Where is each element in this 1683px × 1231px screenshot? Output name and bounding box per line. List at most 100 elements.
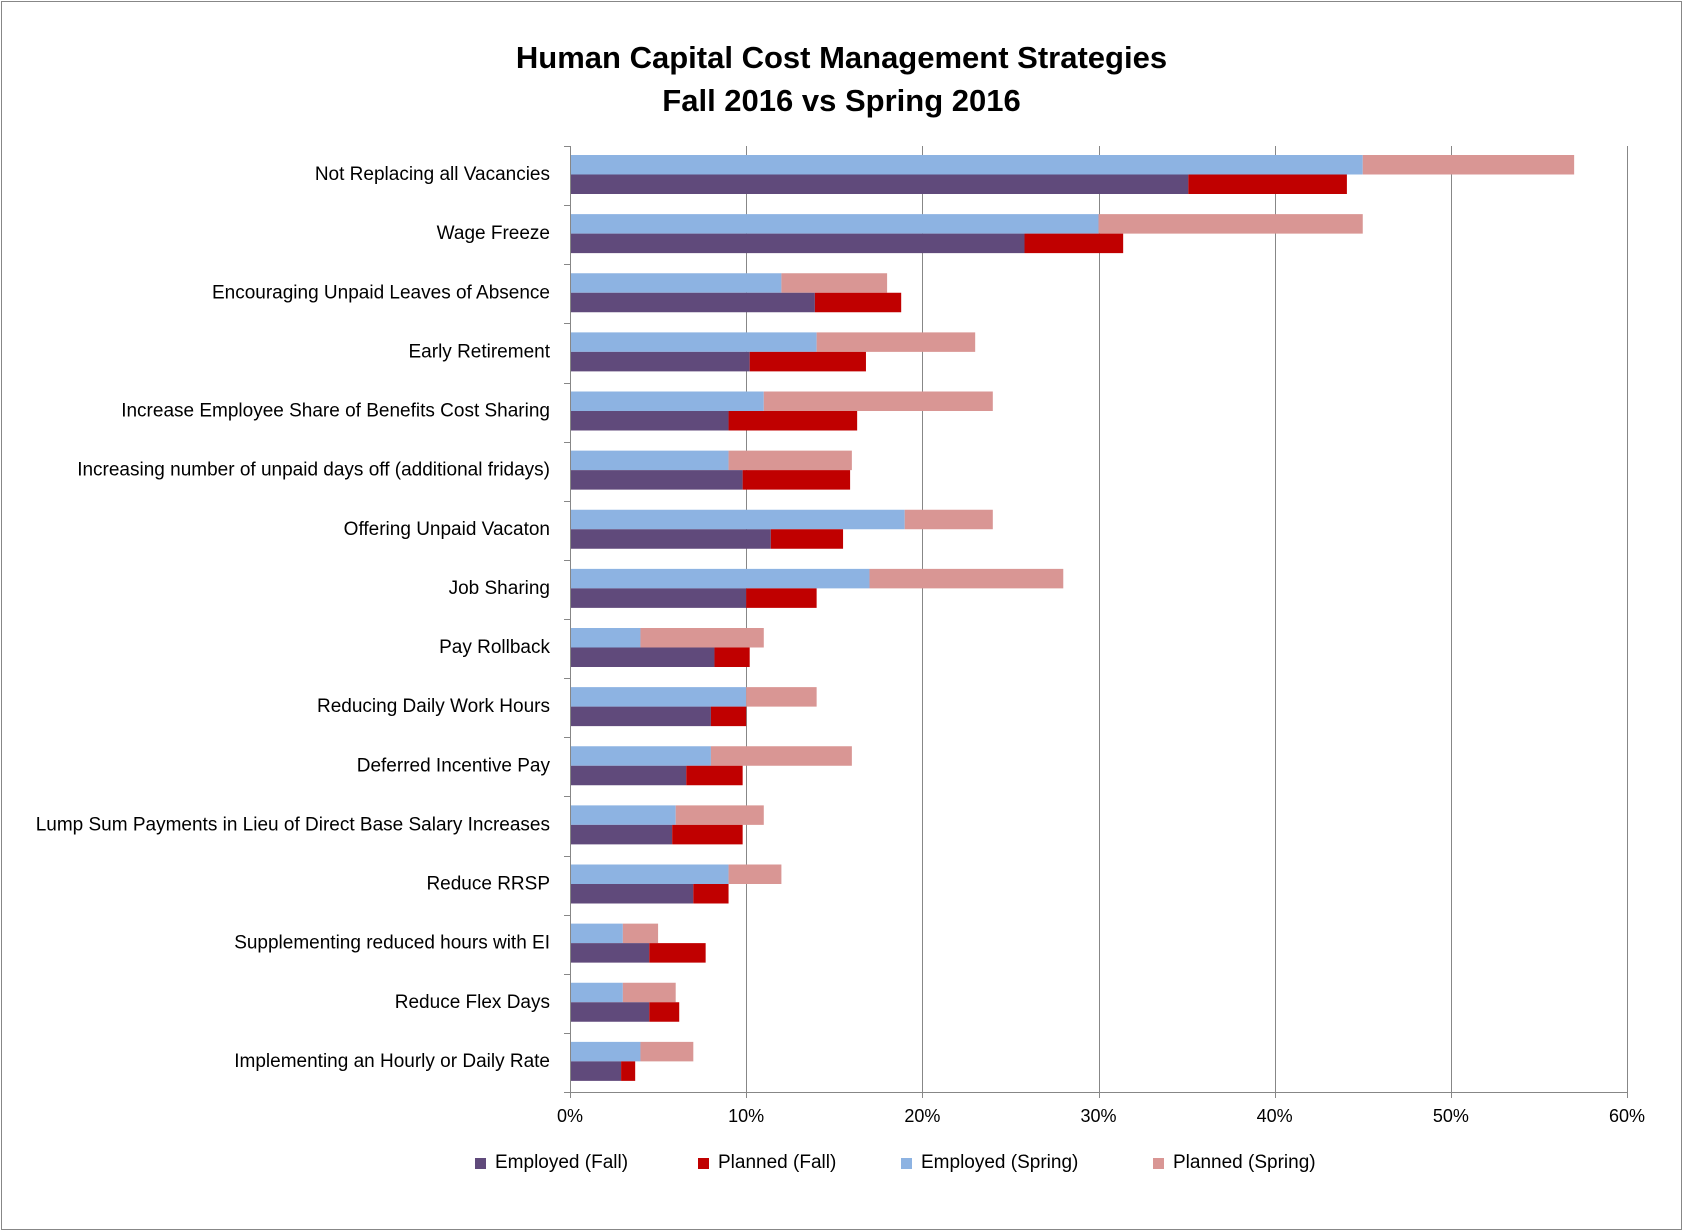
bar-planned-spring	[623, 924, 658, 944]
bar-planned-spring	[729, 865, 782, 885]
bar-planned-spring	[640, 628, 763, 648]
bar-employed-spring	[570, 569, 869, 589]
bar-planned-spring	[746, 687, 816, 707]
bar-employed-fall	[570, 352, 750, 372]
bar-employed-fall	[570, 825, 672, 845]
bar-employed-spring	[570, 1042, 640, 1062]
bar-employed-fall	[570, 470, 743, 490]
bar-planned-spring	[1099, 214, 1363, 234]
bar-planned-spring	[711, 746, 852, 766]
category-label: Wage Freeze	[437, 223, 550, 244]
bar-planned-fall	[750, 352, 866, 372]
bar-planned-fall	[672, 825, 742, 845]
bar-employed-fall	[570, 648, 714, 668]
bar-planned-fall	[1025, 234, 1124, 254]
bar-planned-fall	[714, 648, 749, 668]
category-label: Job Sharing	[449, 578, 550, 599]
legend-label: Employed (Fall)	[495, 1152, 628, 1174]
bar-planned-fall	[649, 943, 705, 963]
bar-planned-spring	[623, 983, 676, 1003]
legend-label: Planned (Spring)	[1173, 1152, 1316, 1174]
category-label: Early Retirement	[409, 341, 551, 362]
x-tick-label: 20%	[904, 1106, 940, 1126]
bar-employed-spring	[570, 924, 623, 944]
legend-item: Planned (Fall)	[698, 1148, 836, 1178]
bar-employed-fall	[570, 588, 746, 608]
bar-employed-fall	[570, 175, 1188, 195]
x-tick-label: 50%	[1433, 1106, 1469, 1126]
bar-employed-spring	[570, 983, 623, 1003]
x-tick-label: 30%	[1080, 1106, 1116, 1126]
category-label: Reduce RRSP	[426, 874, 550, 895]
bar-planned-fall	[649, 1002, 679, 1022]
category-label: Offering Unpaid Vacaton	[344, 519, 550, 540]
bar-employed-spring	[570, 865, 729, 885]
legend-swatch	[698, 1158, 709, 1169]
bar-planned-spring	[1363, 155, 1574, 175]
bar-planned-spring	[729, 451, 852, 471]
bar-planned-fall	[686, 766, 742, 786]
bar-planned-fall	[771, 529, 843, 549]
bar-employed-spring	[570, 687, 746, 707]
category-label: Pay Rollback	[439, 637, 550, 658]
bar-employed-fall	[570, 884, 693, 904]
bar-employed-fall	[570, 529, 771, 549]
bar-planned-spring	[676, 805, 764, 825]
legend-item: Employed (Fall)	[475, 1148, 628, 1178]
legend-label: Planned (Fall)	[718, 1152, 836, 1174]
category-label: Increase Employee Share of Benefits Cost…	[121, 401, 550, 422]
x-tick-label: 0%	[557, 1106, 583, 1126]
category-label: Implementing an Hourly or Daily Rate	[234, 1051, 550, 1072]
category-label: Supplementing reduced hours with EI	[234, 933, 550, 954]
bar-employed-spring	[570, 273, 781, 293]
bar-planned-spring	[781, 273, 887, 293]
x-tick-label: 40%	[1257, 1106, 1293, 1126]
bar-employed-spring	[570, 510, 905, 530]
bar-planned-spring	[905, 510, 993, 530]
legend-label: Employed (Spring)	[921, 1152, 1078, 1174]
category-label: Lump Sum Payments in Lieu of Direct Base…	[36, 814, 550, 835]
bar-planned-fall	[1188, 175, 1347, 195]
bar-planned-fall	[743, 470, 850, 490]
chart-legend: Employed (Fall) Planned (Fall) Employed (S…	[0, 1148, 1683, 1178]
bar-employed-spring	[570, 805, 676, 825]
category-label: Reduce Flex Days	[395, 992, 550, 1013]
bar-employed-fall	[570, 411, 729, 431]
bar-employed-spring	[570, 746, 711, 766]
bar-employed-fall	[570, 293, 815, 313]
bar-employed-fall	[570, 707, 711, 727]
bar-planned-fall	[815, 293, 901, 313]
category-label: Reducing Daily Work Hours	[317, 696, 550, 717]
category-label: Not Replacing all Vacancies	[315, 164, 550, 185]
bar-employed-spring	[570, 392, 764, 412]
bar-employed-fall	[570, 943, 649, 963]
bar-planned-spring	[764, 392, 993, 412]
legend-item: Planned (Spring)	[1153, 1148, 1316, 1178]
category-label: Deferred Incentive Pay	[357, 755, 551, 776]
x-tick-label: 10%	[728, 1106, 764, 1126]
bar-employed-spring	[570, 214, 1099, 234]
bar-planned-spring	[869, 569, 1063, 589]
bar-employed-fall	[570, 1061, 621, 1081]
category-label: Encouraging Unpaid Leaves of Absence	[212, 282, 550, 303]
bar-planned-fall	[711, 707, 746, 727]
bar-planned-spring	[817, 332, 976, 352]
bar-planned-fall	[621, 1061, 635, 1081]
bar-employed-spring	[570, 155, 1363, 175]
bar-employed-fall	[570, 766, 686, 786]
bar-planned-fall	[729, 411, 858, 431]
bar-employed-fall	[570, 234, 1025, 254]
bar-planned-spring	[640, 1042, 693, 1062]
bar-employed-fall	[570, 1002, 649, 1022]
legend-swatch	[475, 1158, 486, 1169]
bar-employed-spring	[570, 451, 729, 471]
bar-planned-fall	[746, 588, 816, 608]
bar-employed-spring	[570, 332, 817, 352]
legend-swatch	[901, 1158, 912, 1169]
chart-plot: Not Replacing all Vacancies Wage Freeze En…	[0, 0, 1683, 1231]
category-label: Increasing number of unpaid days off (ad…	[77, 460, 550, 481]
legend-item: Employed (Spring)	[901, 1148, 1078, 1178]
bar-planned-fall	[693, 884, 728, 904]
x-tick-label: 60%	[1609, 1106, 1645, 1126]
legend-swatch	[1153, 1158, 1164, 1169]
